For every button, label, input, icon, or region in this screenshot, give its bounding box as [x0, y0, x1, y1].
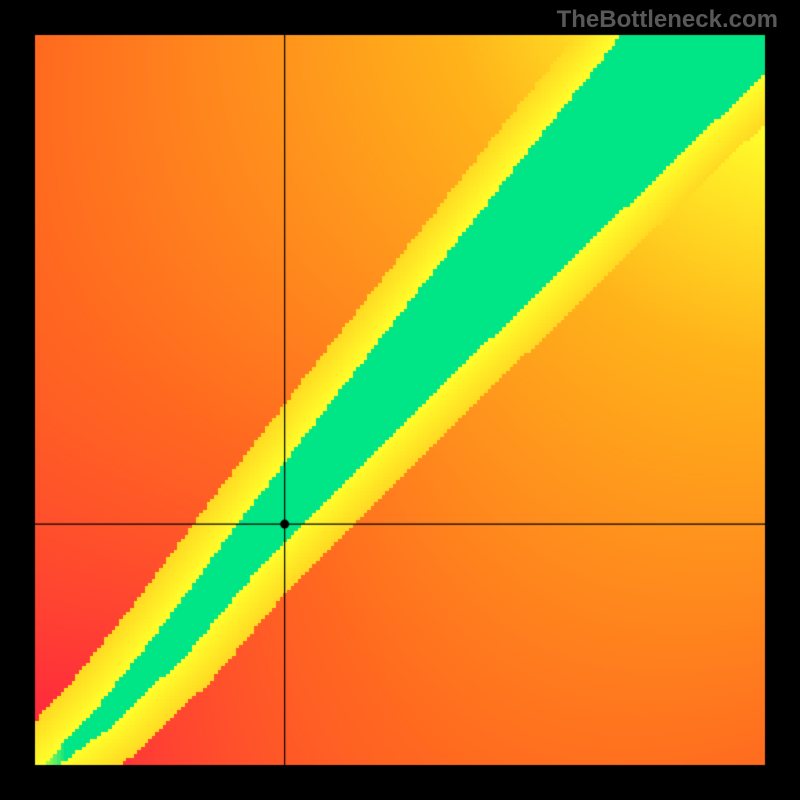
- bottleneck-heatmap: [0, 0, 800, 800]
- watermark-text: TheBottleneck.com: [557, 6, 778, 34]
